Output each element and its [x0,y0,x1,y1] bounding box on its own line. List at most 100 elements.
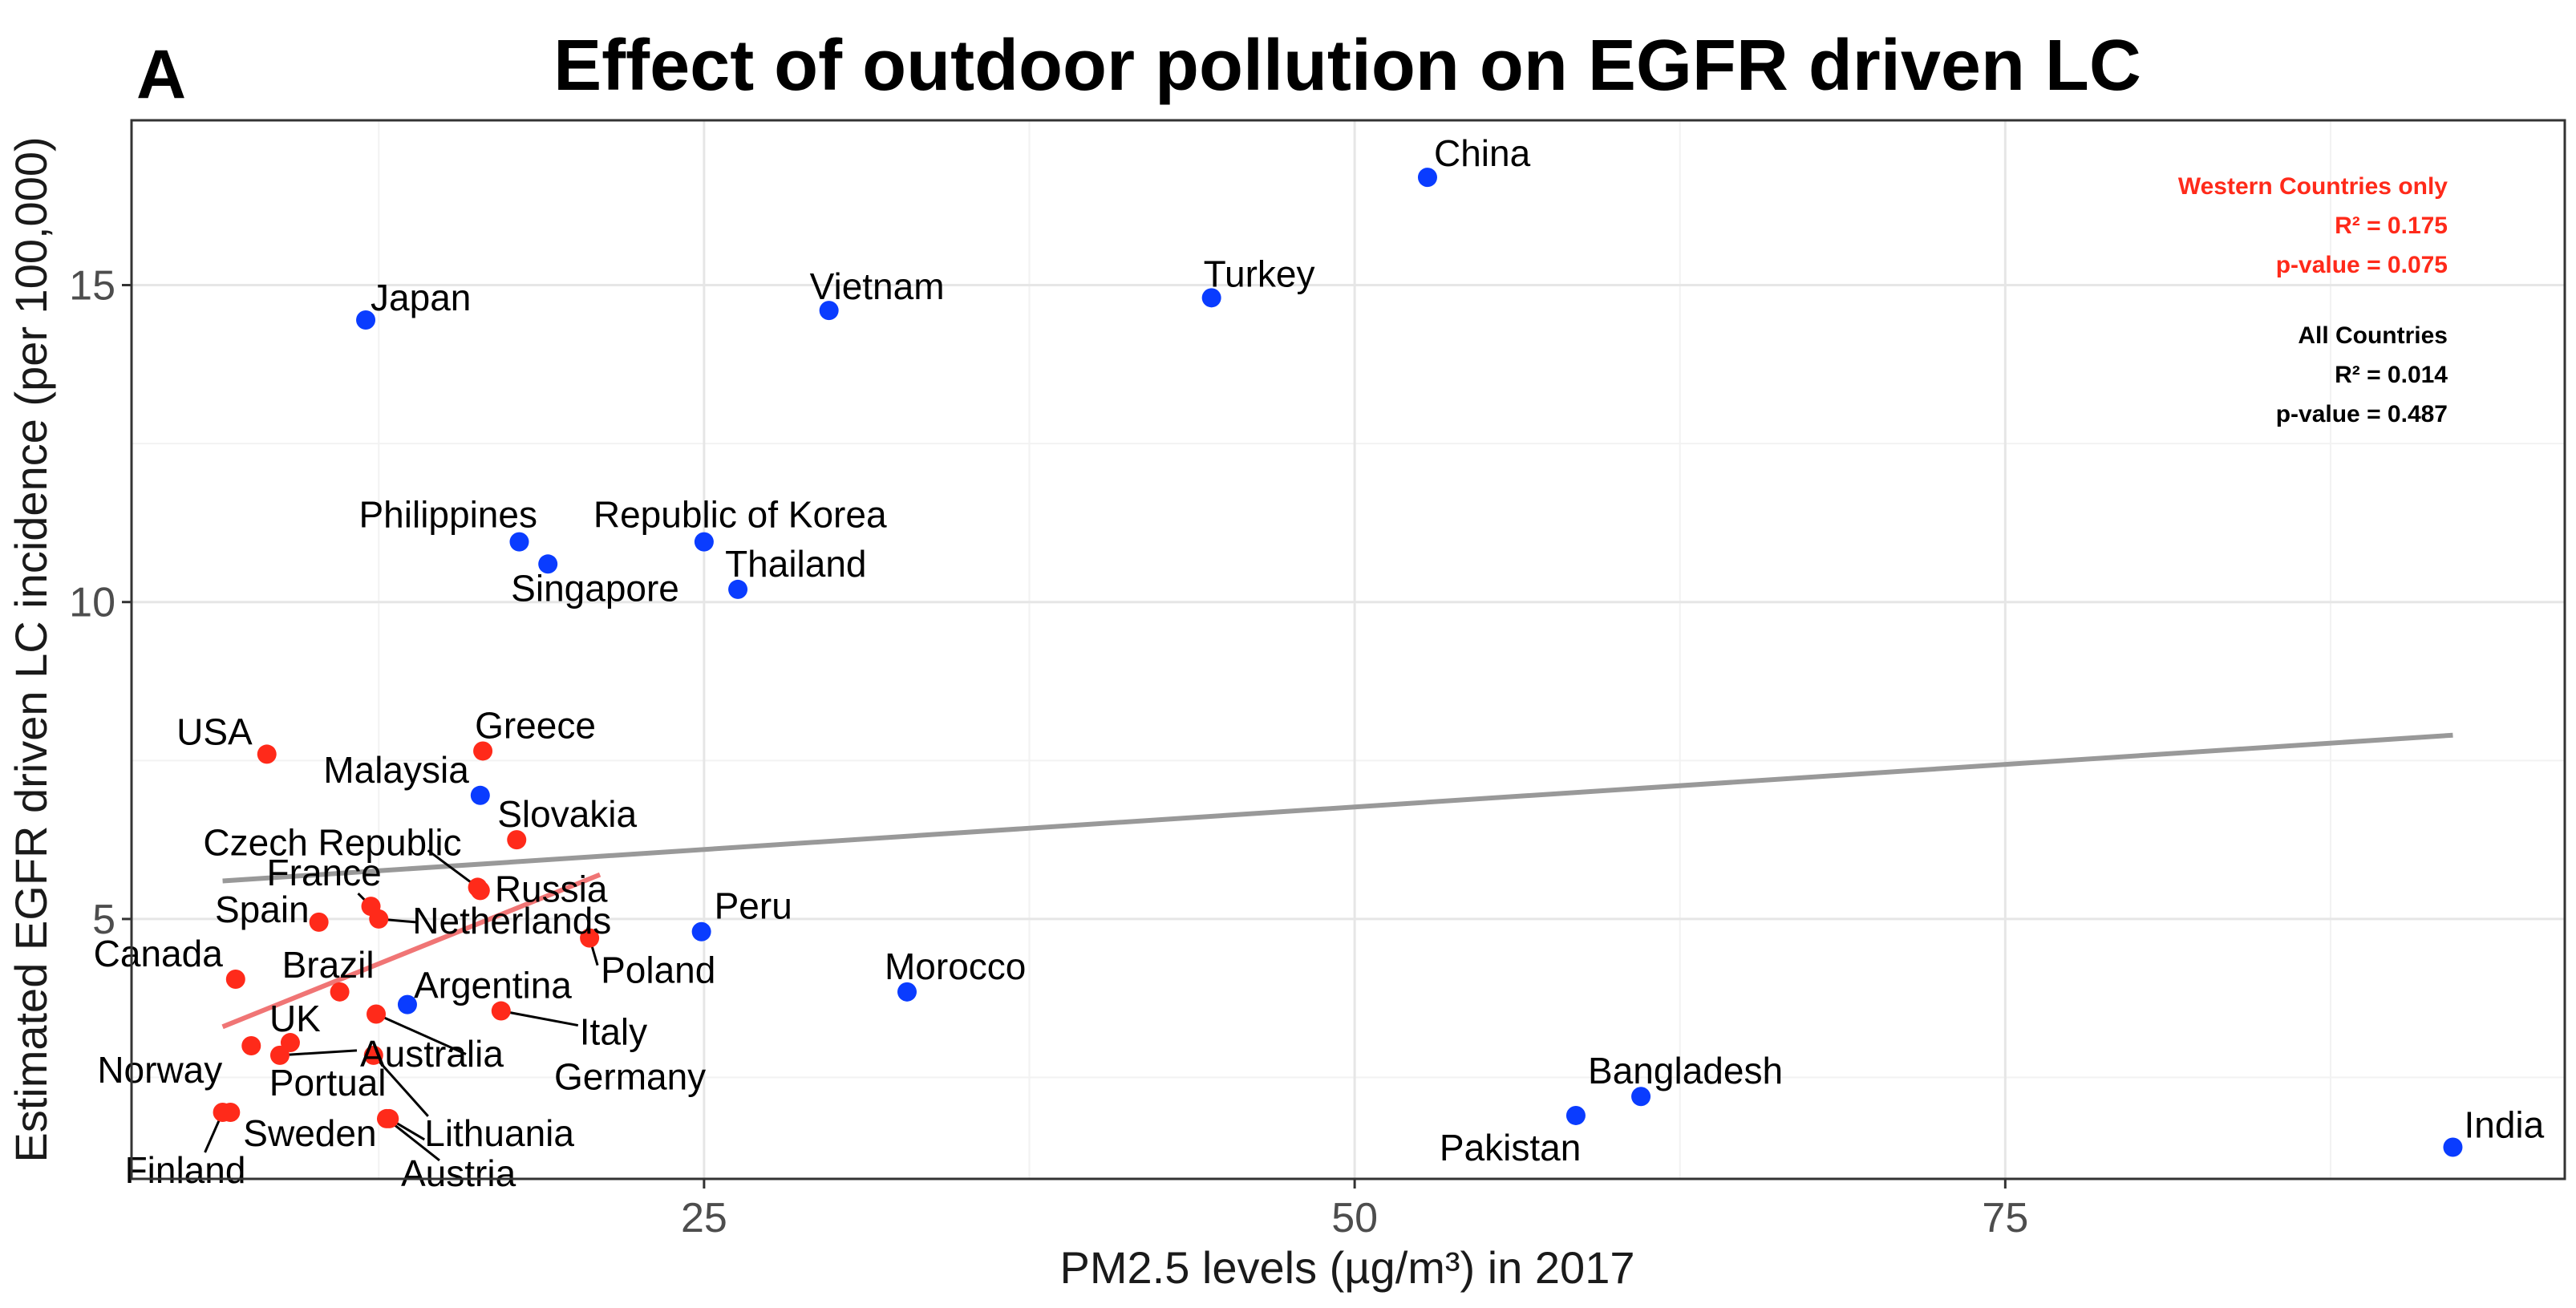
western-annotation-title: Western Countries only [2178,173,2448,200]
leader-australia [279,1049,358,1057]
x-tick-label: 75 [1982,1195,2028,1241]
point-vietnam [819,301,839,321]
point-brazil [330,982,350,1002]
label-canada: Canada [94,933,224,974]
point-singapore [538,554,558,574]
all-p-value: p-value = 0.487 [2276,401,2448,427]
label-slovakia: Slovakia [497,793,637,835]
point-netherlands [369,909,389,929]
point-philippines [509,532,529,552]
plot-border [130,119,2566,1180]
point-portual [363,1045,383,1065]
label-bangladesh: Bangladesh [1588,1050,1783,1091]
label-argentina: Argentina [414,965,572,1006]
y-axis-title: Estimated EGFR driven LC incidence (per … [6,136,56,1162]
leader-italy [500,1010,579,1027]
point-peru [691,921,711,942]
point-norway [241,1036,261,1056]
grid [132,120,2565,1179]
point-canada [225,970,245,990]
point-japan [356,310,376,330]
label-thailand: Thailand [725,543,866,585]
label-czech-republic: Czech Republic [203,821,461,863]
point-morocco [897,982,917,1002]
y-tick-label: 5 [92,897,115,943]
data-points [213,168,2463,1157]
point-turkey [1201,288,1221,308]
label-lithuania: Lithuania [424,1112,574,1154]
label-philippines: Philippines [358,494,537,536]
y-tick-label: 10 [69,580,115,626]
point-china [1417,168,1437,188]
label-russia: Russia [495,868,608,909]
x-tick-label: 50 [1331,1195,1378,1241]
label-australia: Australia [360,1033,504,1075]
point-republic-of-korea [694,532,714,552]
point-russia [470,881,490,901]
point-usa [257,744,277,764]
label-india: India [2464,1103,2544,1145]
point-labels: USA Greece Slovakia Czech Republic Russia Fra… [94,132,2545,1194]
point-poland [580,928,600,948]
label-singapore: Singapore [511,567,679,609]
point-india [2443,1137,2463,1157]
all-r-squared: R² = 0.014 [2335,362,2448,388]
label-malaysia: Malaysia [323,749,469,791]
regression-lines [221,732,2453,1030]
label-sweden: Sweden [243,1112,376,1154]
point-slovakia [507,830,527,850]
label-austria: Austria [401,1152,516,1194]
chart-title: Effect of outdoor pollution on EGFR driv… [553,26,2141,106]
leader-portual [372,1054,429,1117]
label-uk: UK [269,998,321,1039]
label-finland: Finland [125,1149,246,1191]
point-spain [309,912,329,932]
all-annotation-title: All Countries [2298,322,2448,349]
label-italy: Italy [580,1011,647,1053]
point-finland [213,1103,233,1123]
point-bangladesh [1631,1087,1651,1107]
western-r-squared: R² = 0.175 [2335,213,2448,239]
label-vietnam: Vietnam [810,265,945,307]
label-brazil: Brazil [282,944,375,986]
point-australia [269,1045,290,1065]
point-thailand [728,579,748,599]
regression-line-western-countries-only [221,872,601,1030]
x-tick-label: 25 [681,1195,727,1241]
label-japan: Japan [371,277,471,318]
label-usa: USA [176,711,253,752]
label-spain: Spain [215,889,310,930]
label-france: France [267,852,382,893]
x-axis-title: PM2.5 levels (µg/m³) in 2017 [1060,1242,1635,1293]
label-republic-of-korea: Republic of Korea [593,494,887,536]
label-germany: Germany [554,1055,706,1097]
label-greece: Greece [475,704,596,746]
panel-label: A [136,36,186,113]
y-axis: 5 10 15 [69,263,132,943]
point-italy [491,1001,511,1021]
label-pakistan: Pakistan [1440,1127,1581,1168]
label-china: China [1434,132,1531,174]
label-poland: Poland [601,950,715,991]
point-malaysia [470,785,490,805]
label-portual: Portual [269,1062,387,1103]
point-austria [377,1108,397,1128]
point-greece [473,741,493,761]
label-netherlands: Netherlands [412,900,611,942]
label-turkey: Turkey [1204,253,1315,294]
label-peru: Peru [715,885,792,927]
y-tick-label: 15 [69,263,115,310]
western-p-value: p-value = 0.075 [2276,252,2448,278]
leader-germany [375,1013,467,1055]
point-argentina [397,994,417,1014]
leader-czech-republic [427,849,479,889]
point-germany [367,1004,387,1024]
stats-annotation: Western Countries only R² = 0.175 p-valu… [2178,173,2448,427]
point-uk [280,1033,300,1053]
x-axis: 25 50 75 [681,1179,2028,1241]
label-morocco: Morocco [885,946,1026,987]
point-pakistan [1565,1105,1586,1125]
regression-line-all-countries [222,732,2453,884]
label-norway: Norway [97,1049,222,1091]
